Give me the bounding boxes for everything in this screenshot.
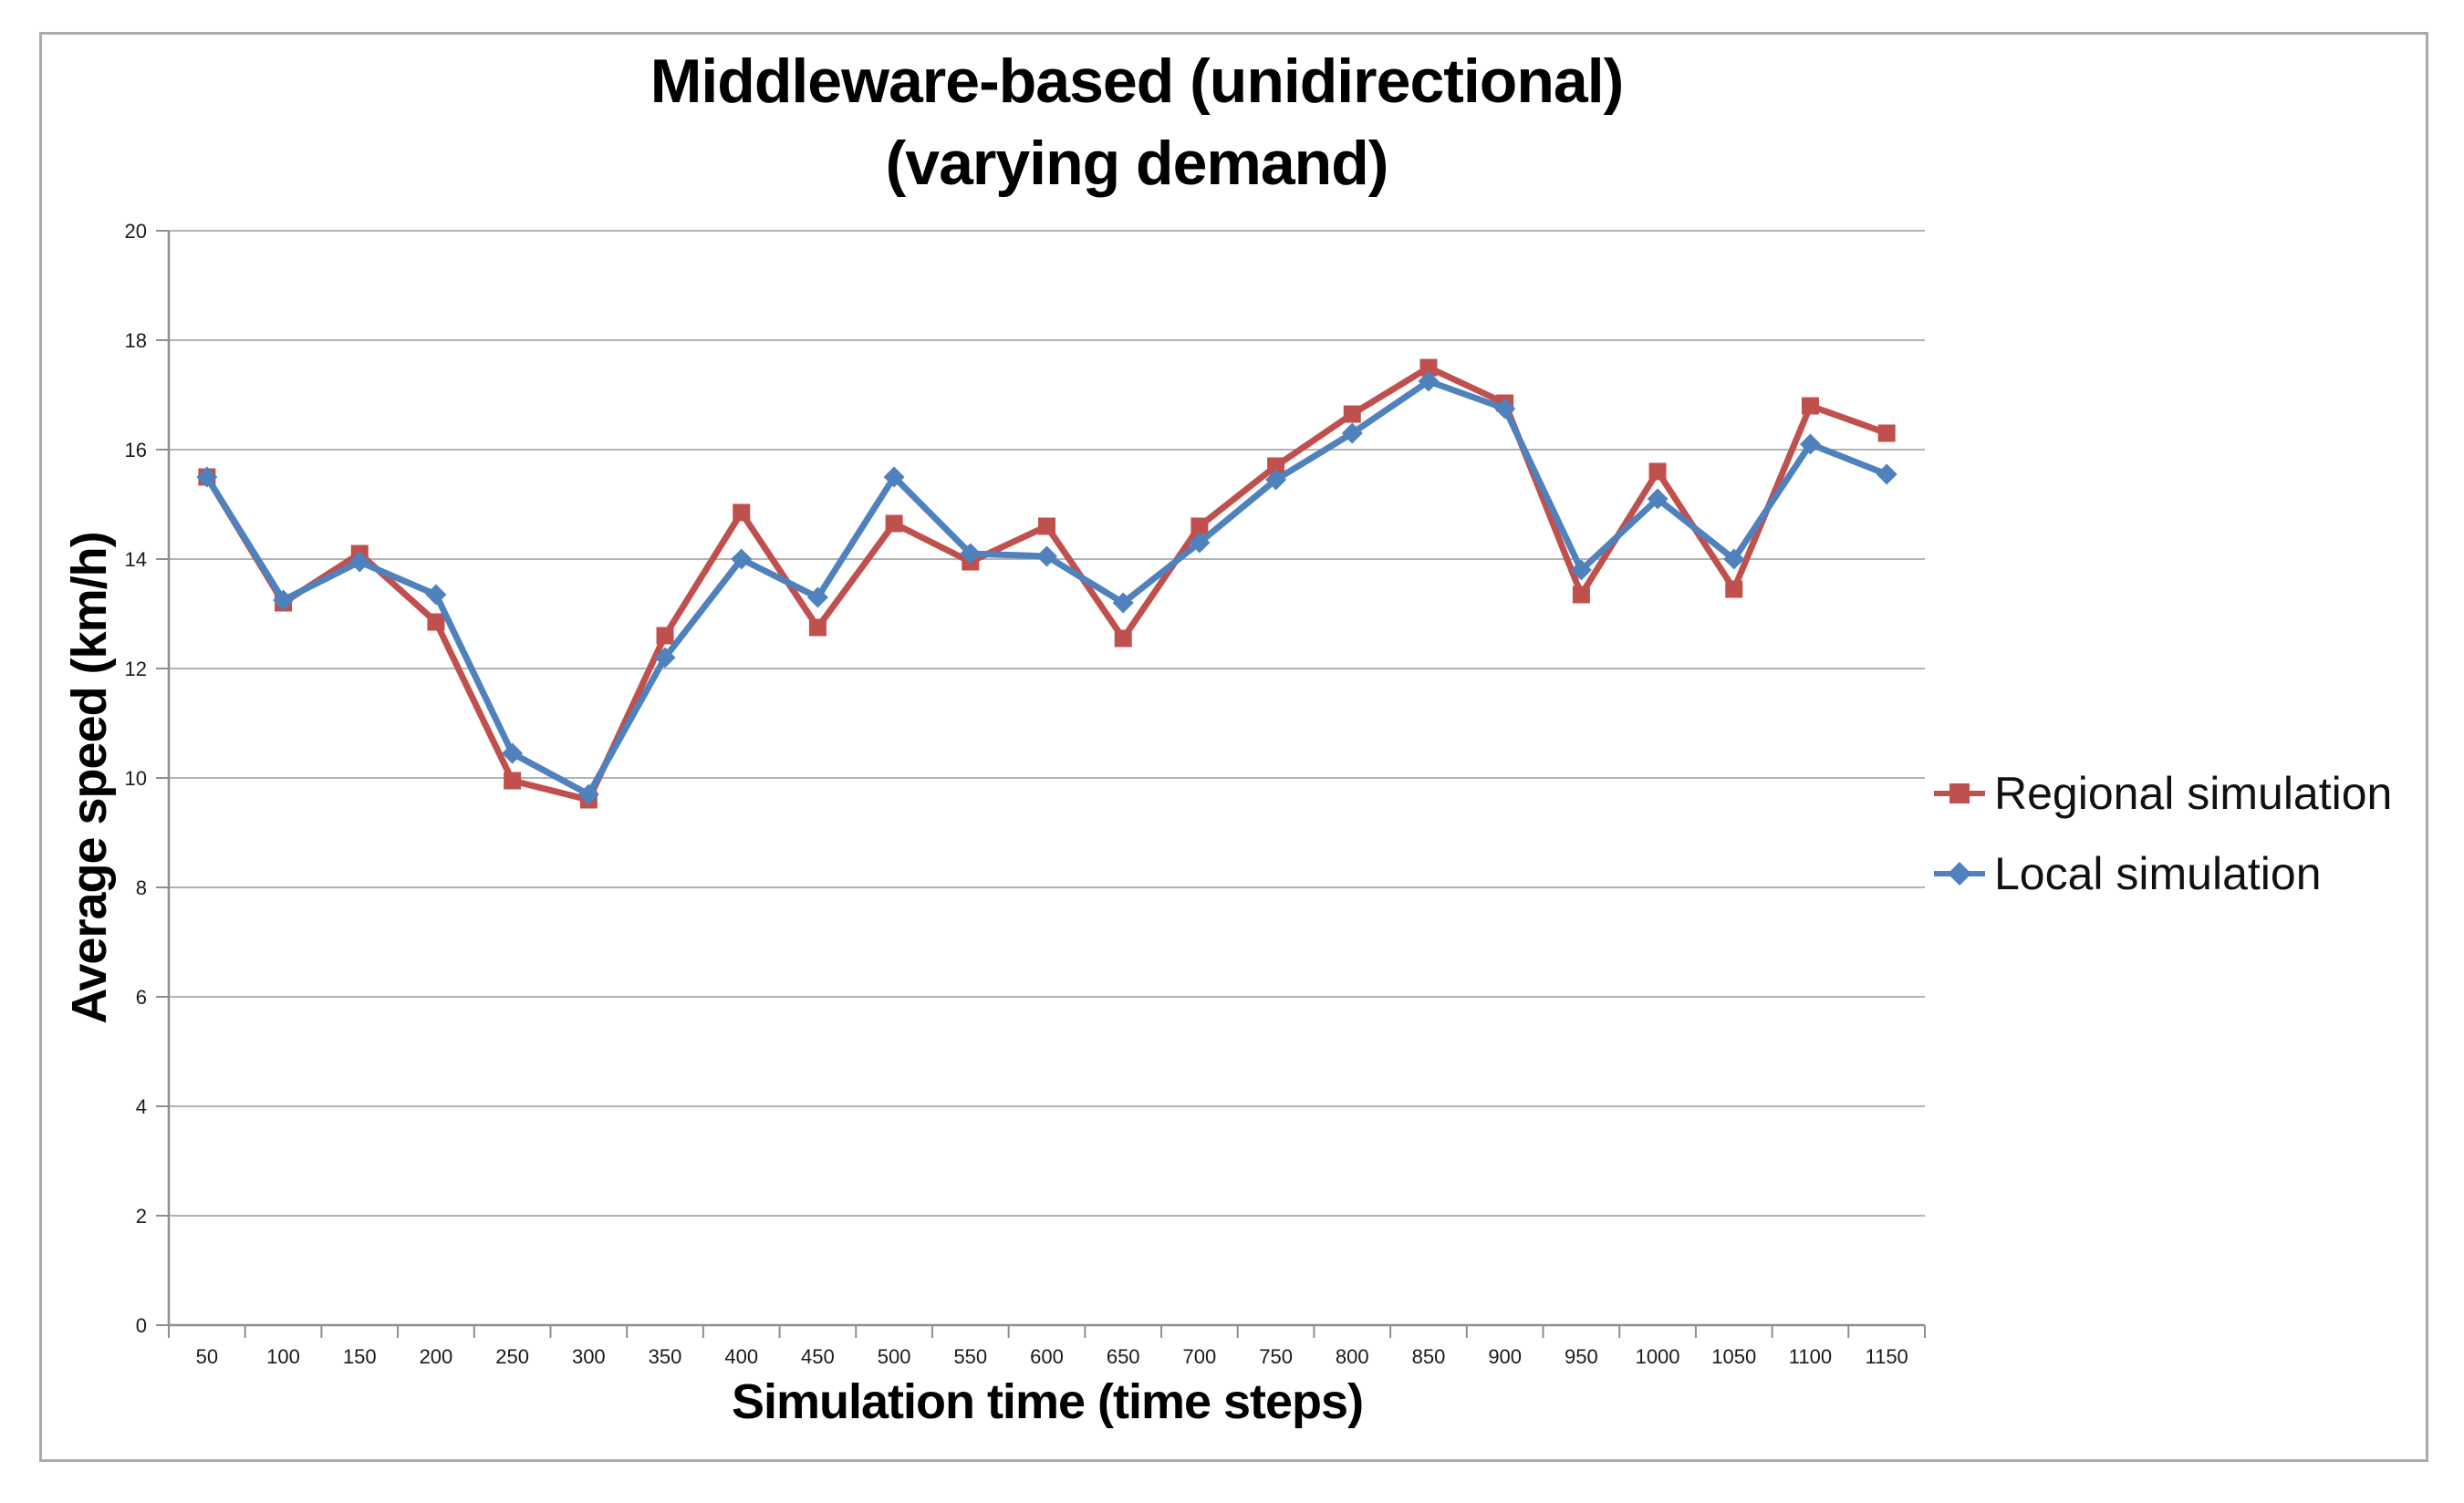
y-axis-tick-label: 2: [136, 1205, 147, 1228]
legend: Regional simulation Local simulation: [1932, 753, 2392, 914]
x-axis-tick-label: 650: [1107, 1345, 1140, 1368]
y-axis-tick-label: 4: [136, 1095, 147, 1118]
series-marker-local-simulation: [196, 466, 218, 488]
series-marker-regional-simulation: [1877, 424, 1896, 442]
chart-title-line1: Middleware-based (unidirectional): [650, 47, 1625, 116]
y-axis-tick-label: 16: [125, 439, 147, 461]
x-axis-tick-label: 350: [649, 1345, 682, 1368]
series-marker-regional-simulation: [1038, 517, 1055, 535]
y-axis-tick-label: 14: [125, 548, 147, 571]
x-axis-tick-label: 1050: [1711, 1345, 1756, 1368]
series-marker-local-simulation: [654, 647, 676, 669]
chart-frame-border: [39, 32, 2428, 1462]
series-marker-regional-simulation: [1190, 517, 1209, 535]
legend-label-regional: Regional simulation: [1994, 768, 2393, 819]
x-axis-tick-label: 1150: [1865, 1345, 1908, 1368]
series-marker-local-simulation: [1189, 532, 1211, 554]
x-axis-tick-label: 700: [1183, 1345, 1217, 1368]
x-axis-tick-label: 550: [953, 1345, 987, 1368]
x-axis-tick-label: 500: [878, 1345, 911, 1368]
y-axis-tick-label: 10: [125, 767, 147, 790]
x-axis-tick-label: 1000: [1636, 1345, 1680, 1368]
legend-item-local: Local simulation: [1932, 834, 2392, 914]
series-marker-local-simulation: [273, 589, 295, 611]
series-marker-local-simulation: [1647, 488, 1669, 510]
y-axis-tick-label: 8: [136, 876, 147, 899]
y-axis-tick-label: 12: [125, 658, 147, 680]
series-marker-local-simulation: [960, 543, 982, 565]
legend-item-regional: Regional simulation: [1932, 753, 2392, 834]
legend-label-local: Local simulation: [1994, 848, 2322, 899]
y-axis-title: Average speed (km/h): [62, 532, 117, 1024]
series-marker-local-simulation: [1341, 422, 1363, 444]
series-marker-regional-simulation: [1725, 580, 1743, 598]
chart-title-line2: (varying demand): [885, 129, 1389, 198]
x-axis-tick-label: 250: [495, 1345, 529, 1368]
series-marker-regional-simulation: [1267, 457, 1285, 475]
x-axis-tick-label: 450: [801, 1345, 835, 1368]
y-axis-tick-label: 6: [136, 986, 147, 1009]
series-line-local-simulation: [203, 378, 1890, 798]
x-axis-tick-label: 1100: [1789, 1345, 1832, 1368]
series-marker-regional-simulation: [1572, 586, 1590, 604]
x-axis-tick-label: 300: [572, 1345, 606, 1368]
series-marker-local-simulation: [806, 586, 828, 608]
series-marker-regional-simulation: [1648, 462, 1667, 481]
series-marker-local-simulation: [577, 783, 599, 805]
series-marker-regional-simulation: [1801, 397, 1819, 415]
x-axis-tick-label: 850: [1412, 1345, 1446, 1368]
series-marker-local-simulation: [1494, 398, 1516, 420]
series-marker-regional-simulation: [808, 618, 827, 637]
x-axis-tick-label: 600: [1030, 1345, 1064, 1368]
series-marker-local-simulation: [1112, 592, 1134, 614]
series-marker-regional-simulation: [427, 613, 445, 631]
x-axis-tick-label: 800: [1336, 1345, 1369, 1368]
series-marker-regional-simulation: [1114, 629, 1132, 648]
x-axis-tick-label: 50: [196, 1345, 218, 1368]
series-line-regional-simulation: [203, 364, 1890, 803]
series-marker-local-simulation: [1799, 433, 1821, 455]
series-marker-local-simulation: [731, 548, 753, 570]
series-marker-local-simulation: [502, 742, 524, 764]
series-marker-local-simulation: [883, 466, 905, 488]
series-marker-local-simulation: [1723, 548, 1745, 570]
y-axis-tick-label: 0: [136, 1314, 147, 1337]
series-marker-regional-simulation: [1343, 405, 1361, 423]
series-marker-regional-simulation: [504, 772, 522, 790]
series-marker-local-simulation: [1265, 469, 1287, 491]
series-marker-local-simulation: [1876, 463, 1897, 485]
x-axis-title: Simulation time (time steps): [731, 1374, 1364, 1429]
x-axis-tick-label: 750: [1259, 1345, 1293, 1368]
x-axis-tick-label: 200: [420, 1345, 453, 1368]
legend-marker-local-diamond-icon: [1934, 862, 1985, 886]
y-axis-tick-label: 18: [125, 329, 147, 352]
series-marker-local-simulation: [1570, 559, 1592, 581]
series-marker-regional-simulation: [733, 503, 751, 522]
legend-marker-regional-square-icon: [1934, 783, 1985, 803]
x-axis-tick-label: 900: [1488, 1345, 1522, 1368]
series-marker-regional-simulation: [885, 514, 903, 533]
x-axis-tick-label: 150: [343, 1345, 377, 1368]
series-marker-local-simulation: [1418, 370, 1440, 392]
series-marker-local-simulation: [425, 584, 447, 606]
x-axis-tick-label: 100: [266, 1345, 300, 1368]
series-marker-regional-simulation: [1419, 358, 1438, 377]
x-axis-tick-label: 950: [1565, 1345, 1598, 1368]
series-marker-local-simulation: [1036, 545, 1057, 567]
series-marker-regional-simulation: [656, 627, 674, 645]
x-axis-tick-label: 400: [724, 1345, 758, 1368]
chart-title: Middleware-based (unidirectional) (varyi…: [224, 40, 2049, 204]
y-axis-tick-label: 20: [125, 220, 147, 243]
series-marker-local-simulation: [348, 551, 370, 573]
